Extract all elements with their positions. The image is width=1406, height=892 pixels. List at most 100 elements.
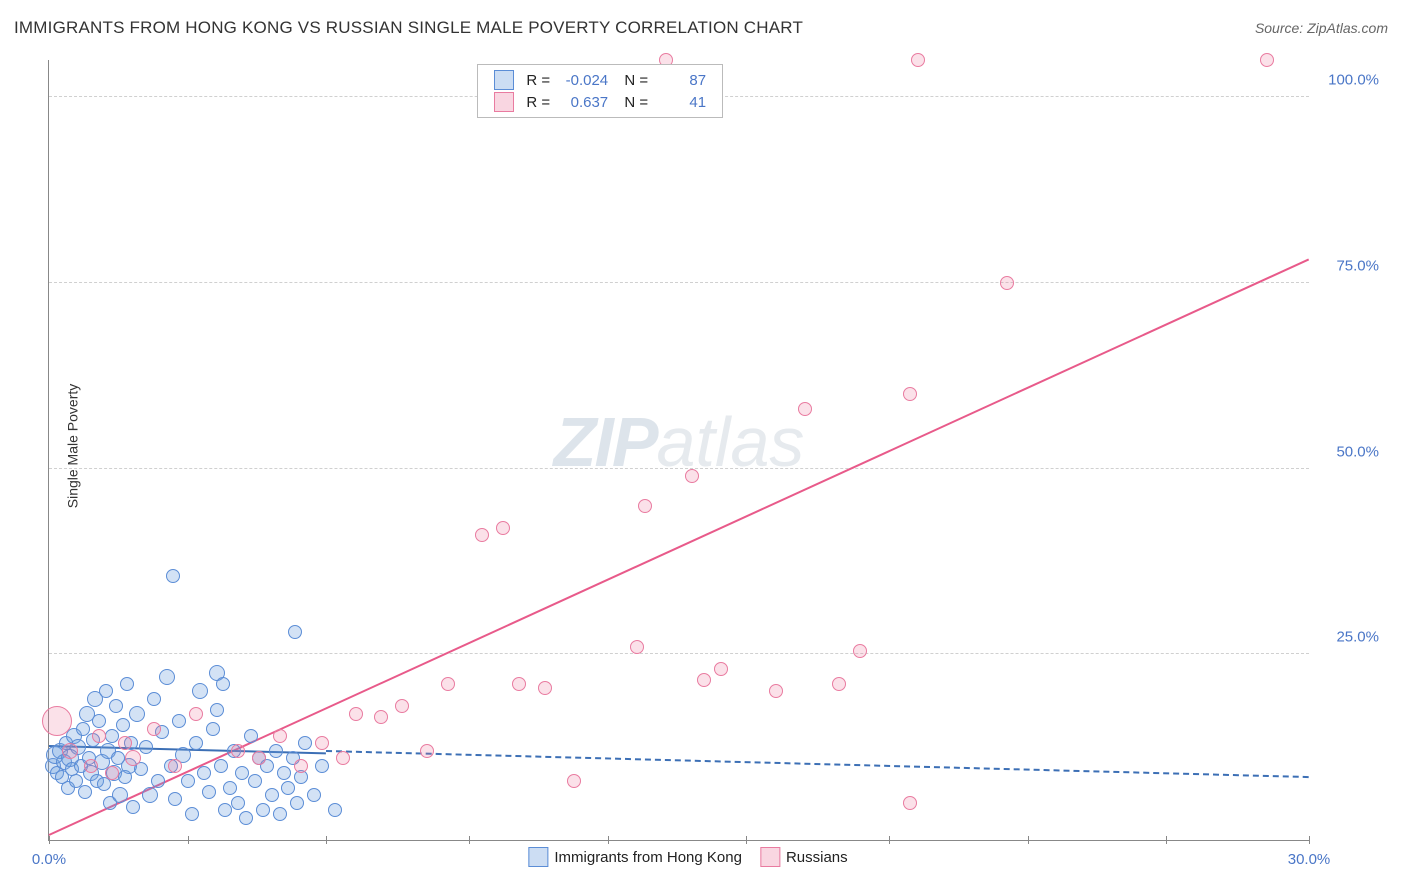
legend-swatch-russians-icon <box>494 92 514 112</box>
scatter-point-hong_kong <box>126 800 140 814</box>
scatter-point-russians <box>475 528 489 542</box>
scatter-point-hong_kong <box>214 759 228 773</box>
source-attribution: Source: ZipAtlas.com <box>1255 20 1388 36</box>
scatter-point-russians <box>1260 53 1274 67</box>
x-tick <box>608 836 609 844</box>
scatter-point-hong_kong <box>210 703 224 717</box>
scatter-point-russians <box>349 707 363 721</box>
x-tick <box>1309 836 1310 844</box>
scatter-point-hong_kong <box>307 788 321 802</box>
scatter-point-hong_kong <box>265 788 279 802</box>
scatter-point-hong_kong <box>197 766 211 780</box>
scatter-point-hong_kong <box>218 803 232 817</box>
y-tick-label: 75.0% <box>1319 257 1379 274</box>
scatter-point-russians <box>685 469 699 483</box>
legend-series-label: Immigrants from Hong Kong <box>554 849 742 866</box>
legend-correlation: R =-0.024 N =87R =0.637 N =41 <box>477 64 723 118</box>
legend-series-label: Russians <box>786 849 848 866</box>
scatter-point-hong_kong <box>109 699 123 713</box>
x-tick <box>326 836 327 844</box>
scatter-point-russians <box>92 729 106 743</box>
x-tick-label: 0.0% <box>32 851 66 868</box>
gridline-horizontal <box>49 468 1309 469</box>
scatter-point-hong_kong <box>231 796 245 810</box>
trend-line <box>326 750 1309 780</box>
legend-swatch-hong_kong-icon <box>494 70 514 90</box>
y-tick-label: 25.0% <box>1319 629 1379 646</box>
scatter-point-hong_kong <box>256 803 270 817</box>
x-tick <box>889 836 890 844</box>
scatter-point-hong_kong <box>112 787 128 803</box>
x-tick <box>746 836 747 844</box>
x-tick <box>1166 836 1167 844</box>
scatter-point-hong_kong <box>116 718 130 732</box>
scatter-point-hong_kong <box>172 714 186 728</box>
scatter-point-hong_kong <box>159 669 175 685</box>
scatter-point-hong_kong <box>298 736 312 750</box>
scatter-point-russians <box>903 387 917 401</box>
chart-container: IMMIGRANTS FROM HONG KONG VS RUSSIAN SIN… <box>0 0 1406 892</box>
scatter-point-russians <box>315 736 329 750</box>
legend-r-label: R = <box>520 91 556 113</box>
scatter-point-russians <box>567 774 581 788</box>
scatter-point-russians <box>125 750 141 766</box>
legend-r-label: R = <box>520 69 556 91</box>
scatter-point-russians <box>147 722 161 736</box>
y-tick-label: 100.0% <box>1319 72 1379 89</box>
scatter-point-russians <box>294 759 308 773</box>
x-tick <box>469 836 470 844</box>
x-tick <box>188 836 189 844</box>
scatter-point-russians <box>273 729 287 743</box>
scatter-point-hong_kong <box>189 736 203 750</box>
scatter-point-russians <box>630 640 644 654</box>
x-tick-label: 30.0% <box>1288 851 1331 868</box>
scatter-point-russians <box>105 766 119 780</box>
scatter-point-hong_kong <box>223 781 237 795</box>
scatter-point-russians <box>62 743 78 759</box>
scatter-point-hong_kong <box>166 569 180 583</box>
scatter-point-russians <box>853 644 867 658</box>
scatter-point-russians <box>118 736 132 750</box>
scatter-point-hong_kong <box>99 684 113 698</box>
scatter-point-russians <box>1000 276 1014 290</box>
scatter-point-hong_kong <box>142 787 158 803</box>
scatter-point-hong_kong <box>277 766 291 780</box>
scatter-point-hong_kong <box>315 759 329 773</box>
scatter-point-hong_kong <box>147 692 161 706</box>
scatter-point-hong_kong <box>216 677 230 691</box>
scatter-point-russians <box>252 751 266 765</box>
scatter-point-russians <box>168 759 182 773</box>
scatter-point-russians <box>697 673 711 687</box>
scatter-point-russians <box>903 796 917 810</box>
scatter-point-hong_kong <box>92 714 106 728</box>
legend-swatch-hong_kong-icon <box>528 847 548 867</box>
legend-n-value: 41 <box>660 94 706 111</box>
scatter-point-russians <box>84 759 98 773</box>
scatter-point-russians <box>911 53 925 67</box>
scatter-point-russians <box>638 499 652 513</box>
scatter-point-russians <box>714 662 728 676</box>
scatter-point-hong_kong <box>129 706 145 722</box>
watermark: ZIPatlas <box>554 402 805 482</box>
scatter-point-hong_kong <box>290 796 304 810</box>
scatter-point-russians <box>832 677 846 691</box>
x-tick <box>49 836 50 844</box>
legend-r-value: -0.024 <box>562 72 608 89</box>
scatter-point-hong_kong <box>181 774 195 788</box>
scatter-point-hong_kong <box>206 722 220 736</box>
scatter-point-russians <box>395 699 409 713</box>
scatter-point-hong_kong <box>202 785 216 799</box>
scatter-point-russians <box>189 707 203 721</box>
scatter-point-hong_kong <box>239 811 253 825</box>
scatter-point-hong_kong <box>185 807 199 821</box>
scatter-point-russians <box>496 521 510 535</box>
scatter-point-russians <box>42 706 72 736</box>
scatter-point-russians <box>441 677 455 691</box>
scatter-point-russians <box>336 751 350 765</box>
scatter-point-hong_kong <box>78 785 92 799</box>
scatter-point-hong_kong <box>168 792 182 806</box>
scatter-point-hong_kong <box>281 781 295 795</box>
legend-n-label: N = <box>614 91 654 113</box>
scatter-point-hong_kong <box>139 740 153 754</box>
scatter-point-hong_kong <box>244 729 258 743</box>
